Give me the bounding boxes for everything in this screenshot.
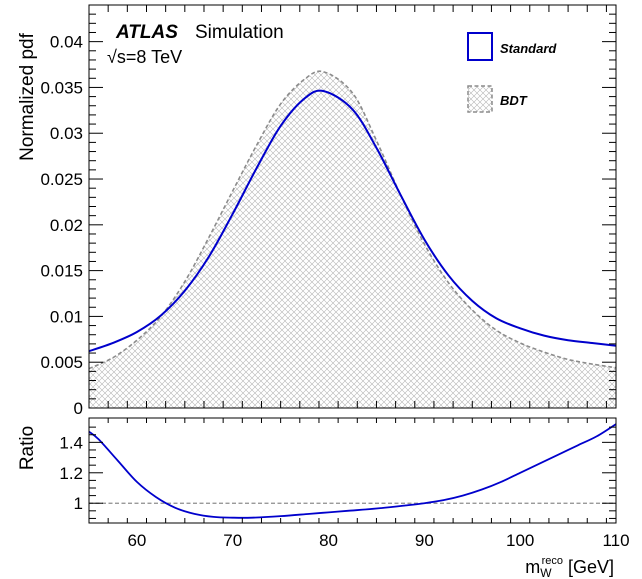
ratio-y-tick-label: 1.4 [59,433,83,452]
main-y-tick-label: 0.005 [40,353,83,372]
main-panel: 0 0.005 0.01 0.015 0.02 0.025 0.03 0.035 0.04 No… [17,4,617,418]
ratio-line [89,423,616,519]
x-tick-label: 60 [127,531,146,550]
ratio-y-axis: 1 1.2 1.4 [59,426,616,519]
ratio-y-tick-label: 1 [74,494,83,513]
bdt-area [89,71,616,408]
legend-bdt-swatch [467,85,493,113]
x-tick-label: 80 [319,531,338,550]
x-axis-label-main: m [525,557,540,577]
main-y-tick-label: 0.04 [50,33,83,52]
ratio-panel: 1 1.2 1.4 60 70 80 90 100 110 Ratio mWreco [GeV… [17,417,630,579]
x-axis-label-unit: [GeV] [563,557,614,577]
ratio-y-tick-label: 1.2 [59,464,83,483]
energy-label: √s=8 TeV [107,47,182,67]
main-y-tick-label: 0.03 [50,124,83,143]
legend-standard-label: Standard [500,41,557,56]
main-x-ticks [88,5,607,408]
legend-bdt-label: BDT [500,93,528,108]
main-y-tick-label: 0.02 [50,216,83,235]
ratio-y-label: Ratio [17,426,38,470]
main-y-tick-label: 0.025 [40,170,83,189]
main-y-tick-label: 0.015 [40,262,83,281]
ratio-frame [88,417,617,524]
x-axis-label: mWreco [GeV] [525,555,614,579]
main-y-label: Normalized pdf [17,32,38,160]
main-y-axis: 0 0.005 0.01 0.015 0.02 0.025 0.03 0.035 0.04 [40,4,616,418]
x-tick-label: 90 [415,531,434,550]
x-axis-label-superscript: reco [542,555,563,567]
main-y-tick-label: 0.035 [40,78,83,97]
ratio-x-axis: 60 70 80 90 100 110 [88,418,630,550]
atlas-label: ATLAS [115,22,178,43]
main-y-tick-label: 0.01 [50,307,83,326]
x-axis-label-subscript: W [540,566,552,579]
x-tick-label: 70 [223,531,242,550]
main-y-tick-label: 0 [74,399,83,418]
x-tick-label: 100 [506,531,534,550]
legend-standard-swatch [467,32,493,61]
x-tick-label: 110 [602,531,629,550]
legend: Standard BDT [467,32,557,113]
bdt-line [89,70,616,370]
simulation-label: Simulation [195,22,284,43]
standard-line [89,89,616,353]
